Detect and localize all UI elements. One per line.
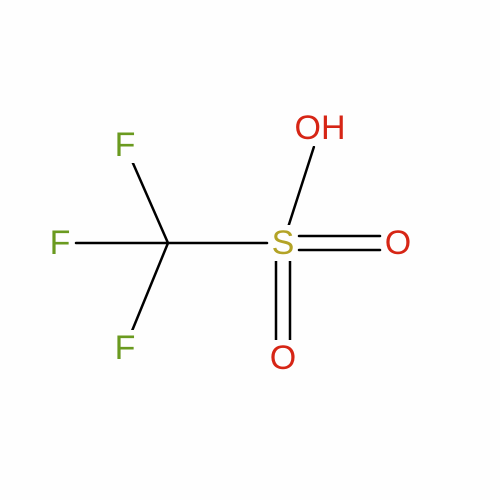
atom-o2: O	[270, 339, 296, 377]
atom-s: S	[272, 224, 295, 262]
molecule-diagram: F F F S OH O O	[0, 0, 500, 500]
atom-f3: F	[115, 329, 136, 367]
bonds-layer	[76, 147, 380, 340]
atom-o1: O	[385, 224, 411, 262]
atom-f1: F	[115, 126, 136, 164]
atom-oh: OH	[295, 109, 346, 147]
atom-f2: F	[50, 224, 71, 262]
